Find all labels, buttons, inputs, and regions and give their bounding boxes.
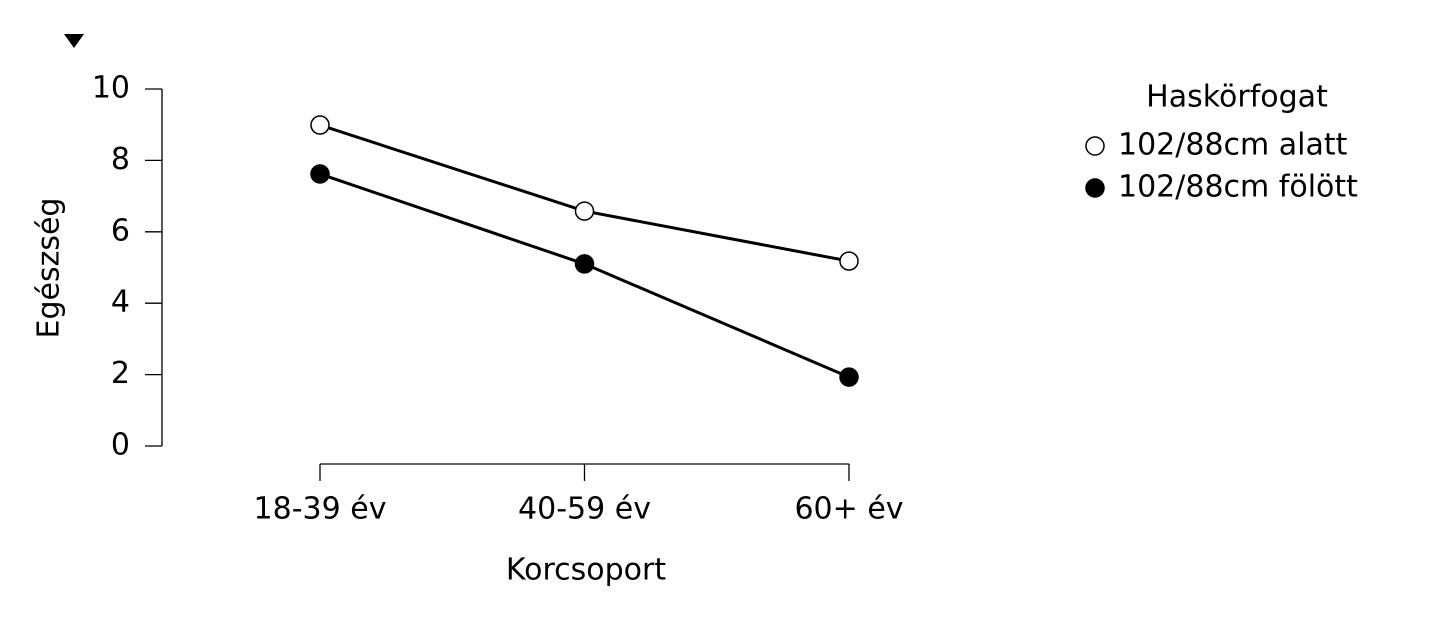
menu-toggle[interactable] [64,34,84,48]
data-point [839,367,859,387]
data-point [310,164,330,184]
legend-marker [1085,136,1105,156]
x-tick-label: 40-59 év [518,492,651,527]
y-tick-label: 10 [92,71,130,106]
data-point [839,251,859,271]
legend-title: Haskörfogat [1146,80,1328,115]
series-line [319,123,850,263]
x-axis-title: Korcsoport [506,553,666,588]
y-axis-title: Egészség [32,198,67,339]
legend-marker [1085,178,1105,198]
x-tick-label: 60+ év [794,492,903,527]
legend-label: 102/88cm fölött [1118,170,1358,205]
data-point [310,115,330,135]
data-point [574,201,595,221]
data-point [574,254,595,274]
y-tick-label: 0 [111,428,130,463]
y-tick-label: 2 [111,356,130,391]
y-tick-label: 6 [111,213,130,248]
y-tick-label: 8 [111,142,130,177]
y-tick-label: 4 [111,285,130,320]
x-tick-label: 18-39 év [254,492,387,527]
legend-label: 102/88cm alatt [1118,128,1348,163]
